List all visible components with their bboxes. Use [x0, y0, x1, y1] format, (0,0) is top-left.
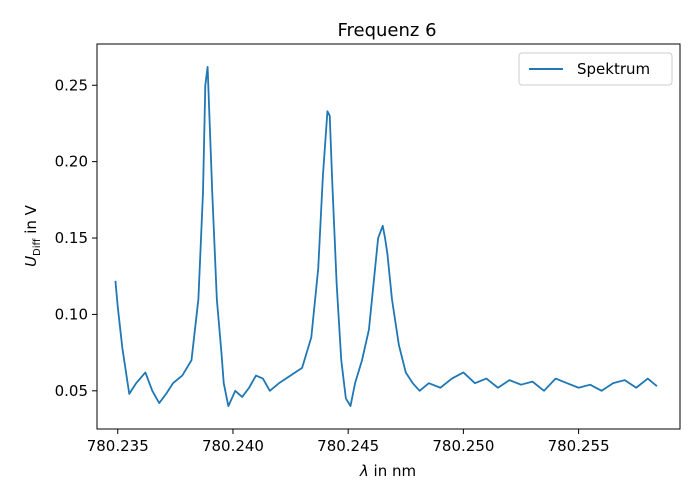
- x-tick-label: 780.240: [202, 437, 264, 455]
- y-tick-label: 0.15: [55, 229, 88, 247]
- x-axis-label-symbol: λ: [359, 462, 369, 480]
- x-axis-label-unit: in nm: [369, 462, 416, 480]
- y-axis-label-subscript: Diff: [32, 237, 43, 255]
- y-tick-label: 0.05: [55, 382, 88, 400]
- plot-area: [114, 66, 658, 407]
- y-axis: 0.05 0.10 0.15 0.20 0.25: [55, 76, 97, 400]
- series-line-spektrum: [114, 66, 658, 407]
- legend-box: [518, 52, 673, 86]
- x-tick-label: 780.255: [548, 437, 610, 455]
- x-tick-label: 780.245: [317, 437, 379, 455]
- legend-entry-spektrum: Spektrum: [577, 60, 650, 78]
- y-tick-label: 0.20: [55, 153, 88, 171]
- y-tick-label: 0.10: [55, 305, 88, 323]
- chart-title: Frequenz 6: [337, 20, 436, 41]
- y-axis-label-unit: in V: [22, 204, 40, 238]
- legend: Spektrum: [518, 52, 673, 86]
- y-axis-label: UDiff in V: [22, 204, 43, 267]
- x-axis: 780.235 780.240 780.245 780.250 780.255: [87, 429, 610, 455]
- y-axis-label-symbol: U: [22, 256, 40, 267]
- x-axis-label: λ in nm: [359, 462, 416, 480]
- y-tick-label: 0.25: [55, 76, 88, 94]
- x-tick-label: 780.235: [87, 437, 149, 455]
- x-tick-label: 780.250: [432, 437, 494, 455]
- axes-frame: [96, 43, 681, 430]
